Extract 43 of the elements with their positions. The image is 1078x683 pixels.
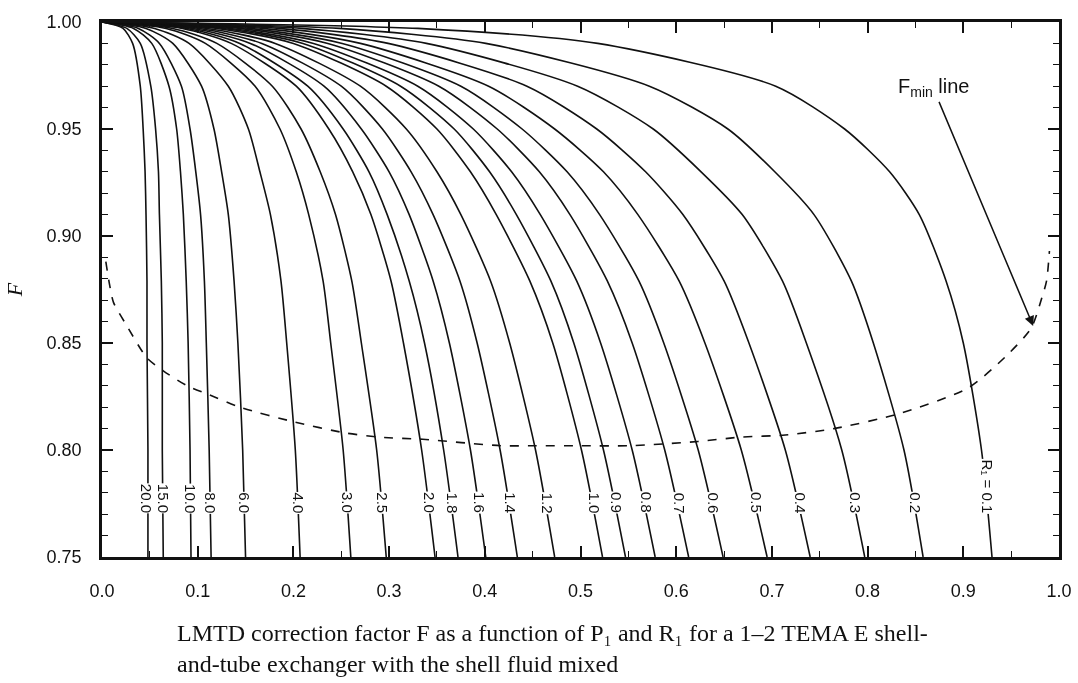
- text: 1.4: [502, 492, 520, 514]
- x-tick-label: 0.4: [472, 581, 498, 602]
- text: 1.6: [471, 492, 489, 513]
- text: 0.8: [637, 491, 655, 513]
- text: 1.2: [538, 492, 556, 514]
- x-tick-label: 0.3: [376, 581, 402, 602]
- text: 2.0: [421, 492, 439, 513]
- text: 6.0: [236, 492, 254, 514]
- text: 0.3: [847, 492, 865, 514]
- x-tick-label: 0.0: [89, 581, 115, 602]
- annotation: F$_{min}$ line: [898, 75, 970, 101]
- text: R₁ = 0.1: [979, 459, 996, 514]
- x-tick-label: 0.9: [950, 581, 976, 602]
- y-tick-label: 0.85: [46, 333, 82, 354]
- y-tick-label: 0.75: [46, 547, 82, 568]
- text: 8.0: [202, 492, 220, 514]
- x-tick-label: 0.7: [759, 581, 785, 602]
- x-tick-label: 0.8: [855, 581, 881, 602]
- y-tick-label: 0.80: [46, 440, 82, 461]
- text: 0.6: [704, 492, 722, 514]
- text: 4.0: [289, 492, 307, 514]
- x-tick-label: 1.0: [1046, 581, 1072, 602]
- text: 0.5: [748, 491, 766, 513]
- x-tick-label: 0.5: [567, 581, 594, 602]
- text: 3.0: [339, 491, 357, 513]
- x-tick-label: 0.1: [185, 581, 211, 602]
- text: 10.0: [182, 484, 200, 514]
- text: 0.7: [670, 492, 688, 514]
- x-tick-label: 0.6: [663, 581, 689, 602]
- y-tick-label: 0.95: [46, 119, 82, 140]
- text: 1.0: [585, 492, 603, 514]
- y-axis-title: F: [2, 282, 28, 298]
- y-tick-label: 1.00: [46, 12, 82, 33]
- text: 2.5: [374, 492, 392, 514]
- text: 0.2: [907, 492, 925, 514]
- text: 20.0: [137, 483, 155, 514]
- text: 1.8: [443, 492, 461, 514]
- text: 15.0: [154, 483, 172, 514]
- text: LMTD correction factor F as a function of P₁ and R₁ for a 1–2 TEMA E shell-and-tube exchanger with the shell fluid mixed: [177, 620, 928, 678]
- text: 0.9: [608, 492, 626, 513]
- x-tick-label: 0.2: [280, 581, 306, 602]
- text: 0.4: [791, 492, 809, 514]
- y-tick-label: 0.90: [46, 226, 82, 247]
